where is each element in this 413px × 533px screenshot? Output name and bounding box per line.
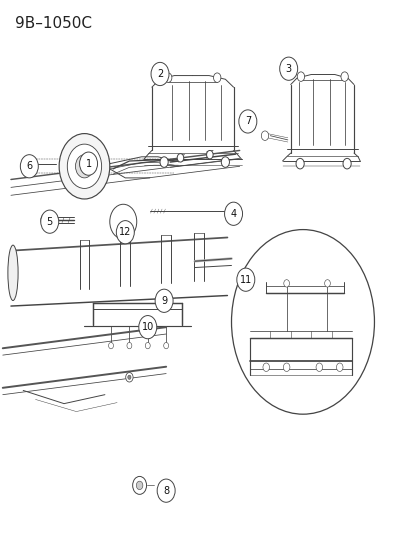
Circle shape <box>145 342 150 349</box>
Ellipse shape <box>8 245 18 301</box>
Circle shape <box>261 131 268 140</box>
Text: 12: 12 <box>119 227 131 237</box>
Circle shape <box>206 150 213 159</box>
Circle shape <box>136 481 142 490</box>
Circle shape <box>151 62 169 86</box>
Text: 9: 9 <box>161 296 167 306</box>
Text: 9B–1050C: 9B–1050C <box>15 16 92 31</box>
Circle shape <box>40 210 59 233</box>
Text: 7: 7 <box>244 116 250 126</box>
Circle shape <box>221 157 229 167</box>
Circle shape <box>262 363 269 372</box>
Circle shape <box>75 155 93 178</box>
Circle shape <box>160 157 168 167</box>
Text: 5: 5 <box>47 217 53 227</box>
Circle shape <box>155 289 173 312</box>
Circle shape <box>127 342 131 349</box>
Circle shape <box>324 280 330 287</box>
Circle shape <box>126 373 133 382</box>
Circle shape <box>236 268 254 292</box>
Circle shape <box>164 73 171 83</box>
Text: 3: 3 <box>285 64 291 74</box>
Text: 11: 11 <box>239 274 252 285</box>
Circle shape <box>282 363 289 372</box>
Circle shape <box>283 280 289 287</box>
Circle shape <box>340 72 347 82</box>
Circle shape <box>116 221 134 244</box>
Circle shape <box>157 479 175 502</box>
Circle shape <box>79 152 97 175</box>
Circle shape <box>128 375 131 379</box>
Circle shape <box>138 316 157 339</box>
Circle shape <box>40 214 50 227</box>
Text: 10: 10 <box>141 322 154 332</box>
Circle shape <box>231 230 373 414</box>
Circle shape <box>132 477 146 494</box>
Circle shape <box>336 363 342 372</box>
Circle shape <box>59 134 109 199</box>
Text: 1: 1 <box>85 159 91 168</box>
Circle shape <box>238 110 256 133</box>
Text: 6: 6 <box>26 161 32 171</box>
Circle shape <box>295 158 304 169</box>
Circle shape <box>213 73 221 83</box>
Text: 4: 4 <box>230 209 236 219</box>
Circle shape <box>224 202 242 225</box>
Circle shape <box>20 155 38 178</box>
Circle shape <box>297 72 304 82</box>
Circle shape <box>67 144 101 189</box>
Circle shape <box>342 158 350 169</box>
Circle shape <box>109 204 136 239</box>
Circle shape <box>108 342 113 349</box>
Circle shape <box>225 205 235 217</box>
Circle shape <box>163 342 168 349</box>
Circle shape <box>279 57 297 80</box>
Circle shape <box>315 363 322 372</box>
Text: 8: 8 <box>163 486 169 496</box>
Text: 2: 2 <box>157 69 163 79</box>
Circle shape <box>177 154 183 162</box>
